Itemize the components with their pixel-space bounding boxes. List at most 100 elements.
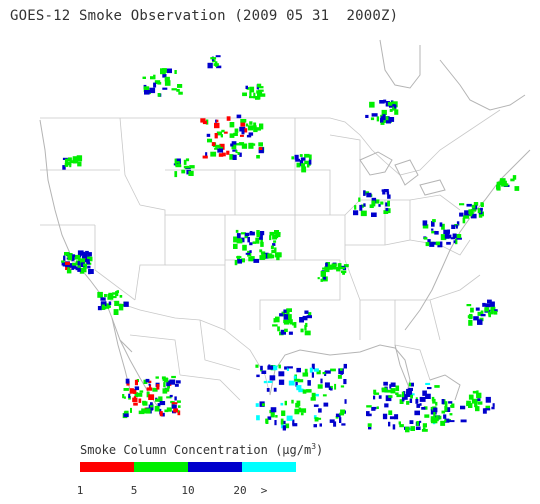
smoke-pixel [139,390,144,393]
smoke-pixel [143,379,148,384]
smoke-pixel [394,414,399,420]
smoke-pixel [339,266,345,270]
smoke-pixel [267,365,274,370]
smoke-pixel [419,403,422,406]
smoke-pixel [475,406,480,412]
smoke-pixel [263,253,269,256]
smoke-pixel [422,423,427,428]
smoke-pixel [307,312,312,317]
smoke-pixel [394,104,397,109]
smoke-pixel [296,385,302,391]
smoke-pixel [154,80,161,84]
smoke-pixel [169,379,176,385]
smoke-pixel [320,270,326,277]
smoke-pixel [66,269,72,274]
smoke-pixel [402,398,405,402]
smoke-pixel [271,249,277,254]
smoke-pixel [113,309,119,315]
smoke-pixel [293,322,297,328]
smoke-pixel [311,363,315,370]
smoke-pixel [75,266,81,271]
smoke-pixel [82,265,87,269]
smoke-pixel [380,201,384,205]
smoke-pixel [318,408,322,413]
smoke-pixel [339,412,345,416]
smoke-pixel [150,403,154,408]
smoke-pixel [87,265,91,269]
smoke-pixel [104,294,107,298]
smoke-pixel [293,375,297,381]
smoke-pixel [373,395,376,400]
smoke-pixel [475,307,480,311]
legend-tick-5: 5 [130,484,138,497]
smoke-pixel [376,116,380,122]
smoke-pixel [71,265,76,269]
smoke-pixel [433,407,438,413]
smoke-pixel [489,301,495,307]
smoke-pixel [242,244,247,251]
smoke-pixel [401,391,405,398]
smoke-pixel [340,409,346,414]
smoke-pixel [311,372,314,378]
smoke-pixel [226,150,230,155]
smoke-pixel [496,184,501,190]
smoke-pixel [331,263,337,267]
smoke-pixel [385,120,391,124]
smoke-pixel [415,399,419,404]
smoke-pixel [482,302,486,307]
smoke-pixel [224,131,228,134]
smoke-pixel [255,237,260,244]
smoke-pixel [152,387,158,392]
smoke-pixel [295,381,298,387]
smoke-pixel [83,263,87,267]
smoke-pixel [129,388,134,394]
smoke-pixel [185,158,190,162]
smoke-pixel [471,204,476,209]
hudson-bay [379,39,526,111]
smoke-pixel [299,154,303,157]
smoke-pixel [386,191,390,195]
smoke-pixel [387,194,391,199]
smoke-pixel [485,405,490,411]
smoke-pixel [258,147,264,154]
smoke-pixel [488,311,491,318]
smoke-pixel [119,295,123,298]
smoke-pixel [276,255,280,261]
smoke-pixel [383,189,389,193]
smoke-pixel [410,394,413,399]
smoke-pixel [249,86,255,93]
smoke-pixel [230,143,234,147]
smoke-pixel [171,402,178,405]
smoke-pixel [286,309,290,315]
smoke-pixel [275,316,280,323]
smoke-pixel [260,239,263,244]
smoke-pixel [118,303,125,307]
smoke-pixel [248,256,253,262]
smoke-pixel [323,274,326,280]
smoke-pixel [302,372,309,377]
smoke-pixel [472,390,478,394]
smoke-pixel [309,367,313,373]
smoke-pixel [440,234,447,241]
smoke-pixel [100,301,107,307]
legend-swatch-blue [188,462,242,472]
smoke-pixel [200,118,206,123]
smoke-pixel [279,313,283,317]
smoke-pixel [320,378,323,384]
smoke-pixel [253,122,257,129]
state-lines-plains [259,118,346,330]
smoke-pixel [408,382,412,387]
smoke-pixel [435,401,438,406]
smoke-pixel [477,401,483,405]
mexico-lines [129,319,241,401]
smoke-pixel [166,396,172,399]
smoke-pixel [216,131,222,136]
smoke-pixel [283,313,289,320]
smoke-pixel [490,306,496,311]
smoke-pixel [215,55,221,58]
smoke-pixel [471,398,478,404]
smoke-pixel [146,391,150,398]
smoke-pixel [217,148,224,153]
smoke-pixel [214,61,218,67]
smoke-pixel [305,322,308,327]
